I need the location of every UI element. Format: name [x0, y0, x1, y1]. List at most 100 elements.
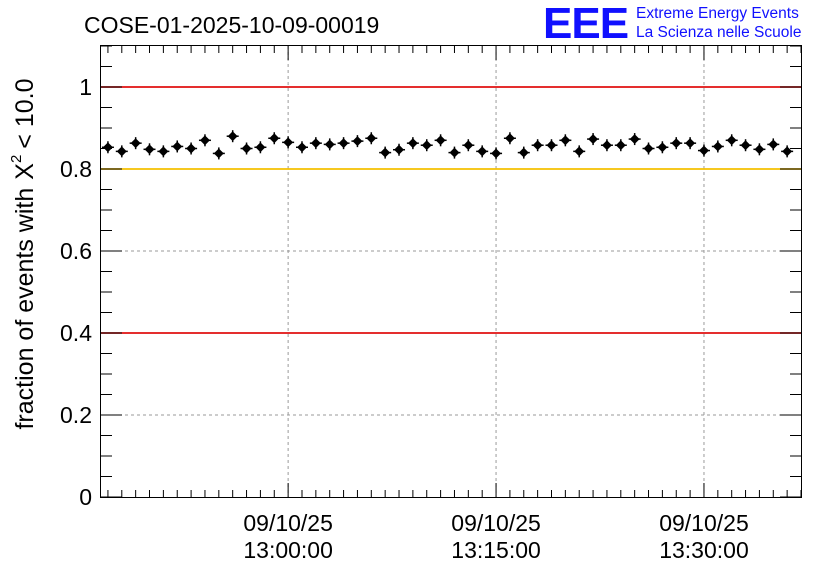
data-point-41 — [670, 137, 683, 150]
data-point-36 — [600, 139, 613, 152]
data-point-30 — [517, 146, 530, 159]
point-marker-48 — [768, 139, 779, 150]
point-marker-10 — [241, 143, 252, 154]
point-marker-28 — [491, 148, 501, 159]
y-tick-labels: 0 0.2 0.4 0.6 0.8 1 — [60, 74, 92, 510]
data-point-3 — [143, 143, 156, 156]
point-marker-26 — [463, 140, 474, 151]
point-marker-30 — [518, 147, 529, 158]
point-marker-18 — [352, 136, 363, 147]
point-marker-11 — [255, 142, 266, 153]
point-marker-43 — [699, 145, 709, 156]
point-marker-5 — [172, 141, 183, 152]
point-marker-0 — [102, 142, 113, 153]
data-point-21 — [393, 143, 406, 156]
point-marker-6 — [186, 143, 197, 154]
point-marker-49 — [782, 146, 793, 157]
eee-logo-line-2: La Scienza nelle Scuole — [636, 24, 802, 41]
x-tick-label-time-1: 13:15:00 — [451, 537, 541, 563]
point-marker-20 — [380, 147, 391, 158]
data-point-38 — [628, 133, 641, 146]
chart-title: COSE-01-2025-10-09-00019 — [84, 12, 379, 38]
point-marker-44 — [712, 141, 723, 152]
point-marker-16 — [324, 139, 335, 150]
x-tick-labels: 09/10/2513:00:0009/10/2513:15:0009/10/25… — [243, 510, 748, 563]
point-marker-38 — [629, 134, 640, 145]
axis-ticks — [101, 45, 802, 498]
point-marker-4 — [158, 146, 169, 157]
data-point-35 — [587, 133, 600, 146]
point-marker-17 — [338, 138, 349, 149]
data-point-31 — [531, 139, 544, 152]
data-point-37 — [614, 139, 627, 152]
data-point-24 — [434, 134, 447, 147]
plot-frame — [100, 45, 802, 498]
x-tick-label-date-2: 09/10/25 — [659, 510, 749, 536]
y-tick-label-0: 0 — [79, 484, 92, 510]
data-point-27 — [476, 145, 489, 158]
point-marker-22 — [407, 138, 418, 149]
point-marker-27 — [477, 146, 488, 157]
point-marker-13 — [283, 137, 294, 148]
point-marker-32 — [546, 140, 557, 151]
x-tick-label-date-0: 09/10/25 — [243, 510, 333, 536]
data-point-44 — [711, 140, 724, 153]
data-point-43 — [697, 144, 710, 157]
point-marker-14 — [297, 142, 307, 153]
data-point-48 — [767, 138, 780, 151]
data-point-39 — [642, 142, 655, 155]
point-marker-45 — [726, 135, 737, 146]
data-point-33 — [559, 134, 572, 147]
data-point-10 — [240, 142, 253, 155]
point-marker-21 — [394, 144, 404, 155]
point-marker-19 — [366, 133, 377, 144]
data-point-45 — [725, 134, 738, 147]
data-point-25 — [448, 146, 461, 159]
point-marker-2 — [130, 138, 141, 149]
data-point-14 — [295, 141, 308, 154]
eee-logo-line-1: Extreme Energy Events — [636, 5, 799, 22]
x-tick-label-date-1: 09/10/25 — [451, 510, 541, 536]
y-tick-label-5: 1 — [79, 74, 92, 100]
data-point-16 — [323, 138, 336, 151]
point-marker-29 — [504, 133, 515, 144]
y-axis-label: fraction of events with X2 < 10.0 — [8, 78, 39, 429]
point-marker-25 — [449, 147, 460, 158]
data-point-0 — [101, 141, 114, 154]
point-marker-36 — [601, 140, 612, 151]
data-point-18 — [351, 135, 364, 148]
data-point-34 — [573, 145, 586, 158]
data-point-20 — [379, 146, 392, 159]
data-point-22 — [406, 137, 419, 150]
y-axis-label-suffix: < 10.0 — [11, 78, 39, 148]
data-point-40 — [656, 141, 669, 154]
point-marker-42 — [685, 138, 696, 149]
data-point-46 — [739, 139, 752, 152]
data-point-26 — [462, 139, 475, 152]
y-tick-label-4: 0.8 — [60, 156, 92, 182]
data-point-32 — [545, 139, 558, 152]
x-tick-label-time-0: 13:00:00 — [243, 537, 333, 563]
point-marker-33 — [560, 135, 571, 146]
data-point-6 — [185, 142, 198, 155]
point-marker-39 — [643, 143, 654, 154]
data-point-5 — [171, 140, 184, 153]
data-point-23 — [420, 139, 433, 152]
data-point-8 — [212, 147, 225, 160]
point-marker-41 — [671, 138, 682, 149]
y-axis-label-symbol: X — [11, 163, 39, 180]
point-marker-46 — [740, 140, 751, 151]
point-marker-9 — [227, 131, 238, 142]
data-point-42 — [684, 137, 697, 150]
point-marker-7 — [200, 135, 210, 146]
point-marker-15 — [310, 138, 321, 149]
eee-logo: EEE Extreme Energy Events La Scienza nel… — [543, 2, 833, 46]
point-marker-40 — [657, 142, 668, 153]
data-points — [101, 130, 794, 160]
data-point-47 — [753, 143, 766, 156]
data-point-4 — [157, 145, 170, 158]
data-point-15 — [309, 137, 322, 150]
point-marker-1 — [116, 146, 127, 157]
